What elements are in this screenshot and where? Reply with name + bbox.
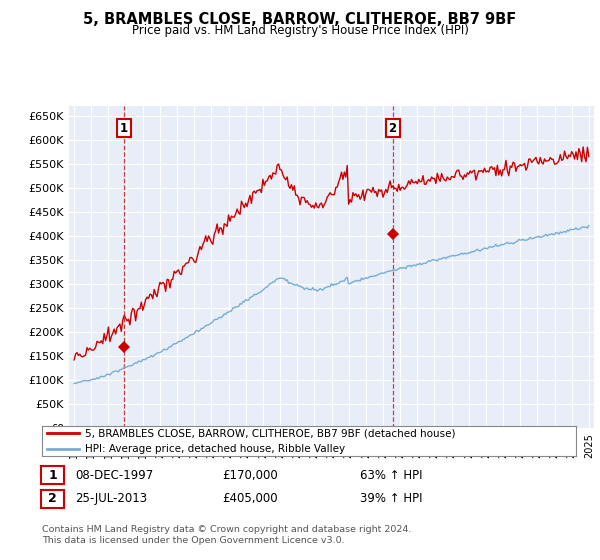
Text: 5, BRAMBLES CLOSE, BARROW, CLITHEROE, BB7 9BF: 5, BRAMBLES CLOSE, BARROW, CLITHEROE, BB… [83,12,517,27]
Text: Price paid vs. HM Land Registry's House Price Index (HPI): Price paid vs. HM Land Registry's House … [131,24,469,36]
Text: 63% ↑ HPI: 63% ↑ HPI [360,469,422,482]
Text: 2: 2 [389,122,397,134]
Text: £170,000: £170,000 [222,469,278,482]
Text: 2: 2 [49,492,57,506]
Text: 39% ↑ HPI: 39% ↑ HPI [360,492,422,506]
Text: 1: 1 [49,469,57,482]
Text: 08-DEC-1997: 08-DEC-1997 [75,469,153,482]
Text: 5, BRAMBLES CLOSE, BARROW, CLITHEROE, BB7 9BF (detached house): 5, BRAMBLES CLOSE, BARROW, CLITHEROE, BB… [85,428,455,438]
Text: 1: 1 [120,122,128,134]
Text: 25-JUL-2013: 25-JUL-2013 [75,492,147,506]
Text: £405,000: £405,000 [222,492,278,506]
Text: HPI: Average price, detached house, Ribble Valley: HPI: Average price, detached house, Ribb… [85,444,345,454]
Text: Contains HM Land Registry data © Crown copyright and database right 2024.
This d: Contains HM Land Registry data © Crown c… [42,525,412,545]
